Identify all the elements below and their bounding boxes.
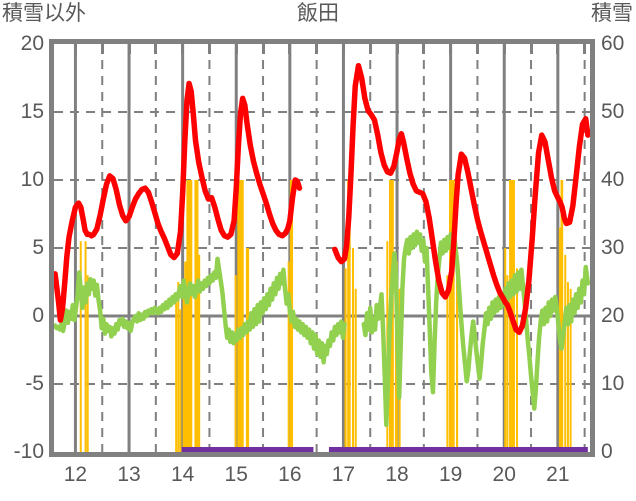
snow-bar [287,261,290,452]
x-tick-mark [127,44,131,54]
x-tick-mark [181,44,185,54]
x-tick-mark [449,44,453,54]
snow-bar [177,282,180,452]
x-tick-mark [502,44,506,54]
snow-bar [569,288,572,452]
right-axis-tick-10: 10 [601,372,625,395]
chart-svg [54,44,590,452]
snow-bar [245,248,250,452]
left-axis-tick-15: 15 [20,100,44,123]
x-tick-mark [261,44,265,54]
snow-bar [566,282,569,452]
chart-plot-area [49,39,595,457]
chart-title: 飯田 [297,2,339,25]
data-line-green [361,229,590,428]
plot-canvas [54,44,590,452]
right-axis-tick-40: 40 [601,168,625,191]
x-tick-mark [315,44,319,54]
left-axis-title: 積雪以外 [2,2,86,25]
left-axis-tick-0: 0 [32,304,44,327]
x-axis-tick-15: 15 [224,463,248,486]
snow-bar [564,254,567,452]
x-tick-mark [288,44,292,54]
data-line-green [54,256,347,365]
snow-bar [234,275,237,452]
x-axis-tick-20: 20 [492,463,516,486]
snow-bar [86,275,89,452]
x-tick-mark [583,44,587,54]
x-tick-mark [395,44,399,54]
x-axis-tick-13: 13 [117,463,141,486]
left-axis-tick-10: 10 [20,168,44,191]
right-axis-tick-50: 50 [601,100,625,123]
snow-bar [352,248,355,452]
x-tick-mark [73,44,77,54]
data-line-red [54,80,303,323]
right-axis-title: 積雪 [591,2,633,25]
x-axis-tick-21: 21 [546,463,570,486]
snow-bar [79,241,82,452]
snow-bar [354,288,357,452]
left-axis-tick--5: -5 [25,372,44,395]
data-line-red [332,63,590,336]
left-axis-tick-20: 20 [20,32,44,55]
x-axis-tick-17: 17 [331,463,356,486]
snow-bar [198,254,201,452]
snow-bar [175,302,178,452]
x-tick-mark [556,44,560,54]
x-tick-mark [422,44,426,54]
x-axis-tick-16: 16 [278,463,302,486]
snow-bar [182,288,185,452]
left-axis-tick-5: 5 [32,236,44,259]
snow-bar [84,241,87,452]
x-axis-tick-18: 18 [385,463,409,486]
right-axis-tick-60: 60 [601,32,625,55]
right-axis-tick-20: 20 [601,304,625,327]
left-axis-tick--10: -10 [13,440,44,463]
x-tick-mark [154,44,158,54]
snow-bar [506,275,509,452]
x-axis-tick-14: 14 [170,463,195,486]
x-axis-tick-12: 12 [63,463,88,486]
snow-bar [186,180,193,452]
snow-bar [347,180,351,452]
snow-bar [504,248,507,452]
snow-bar [516,268,519,452]
x-tick-mark [475,44,479,54]
snow-bar [449,180,455,452]
x-tick-mark [234,44,238,54]
snow-bar [456,261,459,452]
x-tick-mark [529,44,533,54]
snow-bar [184,261,188,452]
snow-bar [560,180,564,452]
right-axis-tick-30: 30 [601,236,625,259]
snow-bar [344,268,347,452]
snow-bar [194,180,199,452]
snow-bar [179,309,182,452]
x-tick-mark [341,44,345,54]
x-tick-mark [207,44,211,54]
snow-bar [237,180,244,452]
x-axis-tick-19: 19 [438,463,463,486]
x-tick-mark [368,44,372,54]
x-tick-mark [100,44,104,54]
right-axis-tick-0: 0 [601,440,613,463]
snow-bar [446,275,449,452]
